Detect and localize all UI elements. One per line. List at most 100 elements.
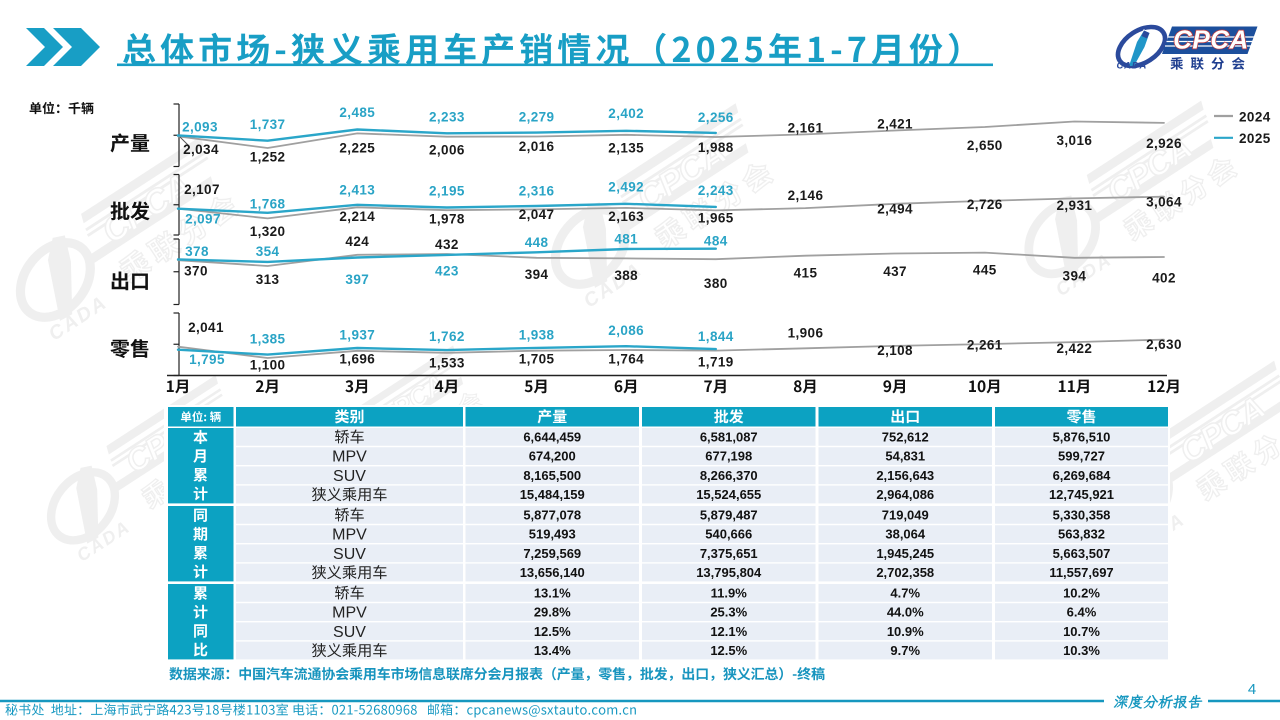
svg-text:2,146: 2,146 (788, 188, 824, 203)
svg-text:519,493: 519,493 (529, 527, 576, 542)
svg-text:394: 394 (1063, 269, 1087, 284)
svg-text:415: 415 (794, 266, 818, 281)
svg-text:15,524,655: 15,524,655 (696, 487, 761, 502)
svg-text:2,931: 2,931 (1057, 198, 1093, 213)
svg-text:10.7%: 10.7% (1063, 624, 1100, 639)
svg-text:12.1%: 12.1% (710, 624, 747, 639)
svg-text:2,034: 2,034 (183, 142, 219, 157)
svg-text:2,485: 2,485 (339, 105, 375, 120)
svg-text:1,844: 1,844 (698, 329, 734, 344)
svg-text:4: 4 (1248, 681, 1256, 698)
svg-text:15,484,159: 15,484,159 (520, 487, 585, 502)
svg-text:10.9%: 10.9% (887, 624, 924, 639)
svg-text:719,049: 719,049 (882, 508, 929, 523)
svg-text:SUV: SUV (333, 468, 366, 485)
svg-text:2,279: 2,279 (519, 110, 555, 125)
svg-text:5,877,078: 5,877,078 (523, 508, 581, 523)
svg-text:7,259,569: 7,259,569 (523, 546, 581, 561)
svg-text:1,978: 1,978 (429, 212, 465, 227)
svg-text:25.3%: 25.3% (710, 605, 747, 620)
svg-text:2,926: 2,926 (1146, 136, 1182, 151)
svg-text:13.1%: 13.1% (534, 586, 571, 601)
svg-text:313: 313 (256, 272, 280, 287)
svg-text:380: 380 (704, 276, 728, 291)
svg-text:13.4%: 13.4% (534, 643, 571, 658)
svg-text:2,107: 2,107 (184, 182, 220, 197)
svg-text:MPV: MPV (332, 605, 367, 622)
svg-text:2,225: 2,225 (339, 141, 375, 156)
svg-text:2,093: 2,093 (182, 120, 218, 135)
svg-text:2025: 2025 (1239, 131, 1271, 146)
svg-text:5,330,358: 5,330,358 (1053, 508, 1111, 523)
svg-text:2,702,358: 2,702,358 (876, 565, 934, 580)
svg-text:11,557,697: 11,557,697 (1049, 565, 1113, 580)
svg-text:1,385: 1,385 (250, 332, 286, 347)
svg-text:677,198: 677,198 (705, 449, 752, 464)
svg-text:12.5%: 12.5% (710, 643, 747, 658)
svg-text:1,320: 1,320 (250, 224, 286, 239)
svg-text:3,064: 3,064 (1146, 195, 1182, 210)
svg-text:2,006: 2,006 (429, 143, 465, 158)
svg-text:481: 481 (614, 232, 638, 247)
svg-text:MPV: MPV (332, 527, 367, 544)
svg-text:2,016: 2,016 (519, 139, 555, 154)
svg-text:10.2%: 10.2% (1063, 586, 1100, 601)
svg-text:2,135: 2,135 (608, 141, 644, 156)
svg-text:1,906: 1,906 (788, 326, 824, 341)
svg-text:3,016: 3,016 (1057, 133, 1093, 148)
svg-text:2,047: 2,047 (519, 207, 555, 222)
svg-text:2,243: 2,243 (698, 183, 734, 198)
svg-text:2,726: 2,726 (967, 197, 1003, 212)
svg-text:2,086: 2,086 (608, 323, 644, 338)
svg-text:MPV: MPV (332, 449, 367, 466)
svg-text:2,422: 2,422 (1057, 341, 1093, 356)
svg-text:2,041: 2,041 (188, 320, 224, 335)
svg-text:1,938: 1,938 (519, 328, 555, 343)
svg-text:354: 354 (256, 244, 280, 259)
svg-text:1,705: 1,705 (519, 352, 555, 367)
svg-text:6,644,459: 6,644,459 (523, 430, 581, 445)
svg-text:1,737: 1,737 (250, 117, 286, 132)
svg-text:4.7%: 4.7% (890, 586, 920, 601)
svg-text:424: 424 (345, 234, 369, 249)
svg-text:5,876,510: 5,876,510 (1053, 430, 1111, 445)
svg-text:CADA: CADA (1117, 61, 1148, 72)
svg-text:13,656,140: 13,656,140 (520, 565, 585, 580)
svg-text:448: 448 (525, 235, 549, 250)
svg-text:1,764: 1,764 (608, 352, 644, 367)
svg-text:8,266,370: 8,266,370 (700, 468, 758, 483)
svg-text:432: 432 (435, 237, 459, 252)
svg-text:437: 437 (883, 264, 907, 279)
svg-text:2024: 2024 (1239, 109, 1271, 124)
svg-text:SUV: SUV (333, 624, 366, 641)
svg-text:2,233: 2,233 (429, 110, 465, 125)
svg-text:445: 445 (973, 263, 997, 278)
svg-text:1,762: 1,762 (429, 329, 465, 344)
svg-text:2,195: 2,195 (429, 184, 465, 199)
svg-text:2,650: 2,650 (967, 138, 1003, 153)
svg-text:6,269,684: 6,269,684 (1053, 468, 1112, 483)
svg-text:1,937: 1,937 (339, 328, 375, 343)
svg-text:752,612: 752,612 (882, 430, 929, 445)
svg-text:5,663,507: 5,663,507 (1053, 546, 1111, 561)
svg-text:1,945,245: 1,945,245 (876, 546, 934, 561)
svg-text:13,795,804: 13,795,804 (696, 565, 762, 580)
svg-text:2,256: 2,256 (698, 110, 734, 125)
svg-text:2,494: 2,494 (877, 202, 913, 217)
svg-text:5,879,487: 5,879,487 (700, 508, 758, 523)
svg-text:1,696: 1,696 (339, 352, 375, 367)
svg-text:2,097: 2,097 (185, 212, 221, 227)
svg-text:674,200: 674,200 (529, 449, 576, 464)
svg-text:44.0%: 44.0% (887, 605, 924, 620)
svg-text:2,402: 2,402 (608, 106, 644, 121)
svg-text:1,988: 1,988 (698, 140, 734, 155)
svg-text:8,165,500: 8,165,500 (523, 468, 581, 483)
svg-text:423: 423 (435, 264, 459, 279)
svg-text:1,252: 1,252 (250, 150, 286, 165)
svg-text:54,831: 54,831 (885, 449, 925, 464)
svg-text:563,832: 563,832 (1058, 527, 1105, 542)
svg-text:38,064: 38,064 (885, 527, 926, 542)
svg-text:6,581,087: 6,581,087 (700, 430, 758, 445)
svg-text:2,108: 2,108 (877, 343, 913, 358)
svg-text:1,533: 1,533 (429, 356, 465, 371)
